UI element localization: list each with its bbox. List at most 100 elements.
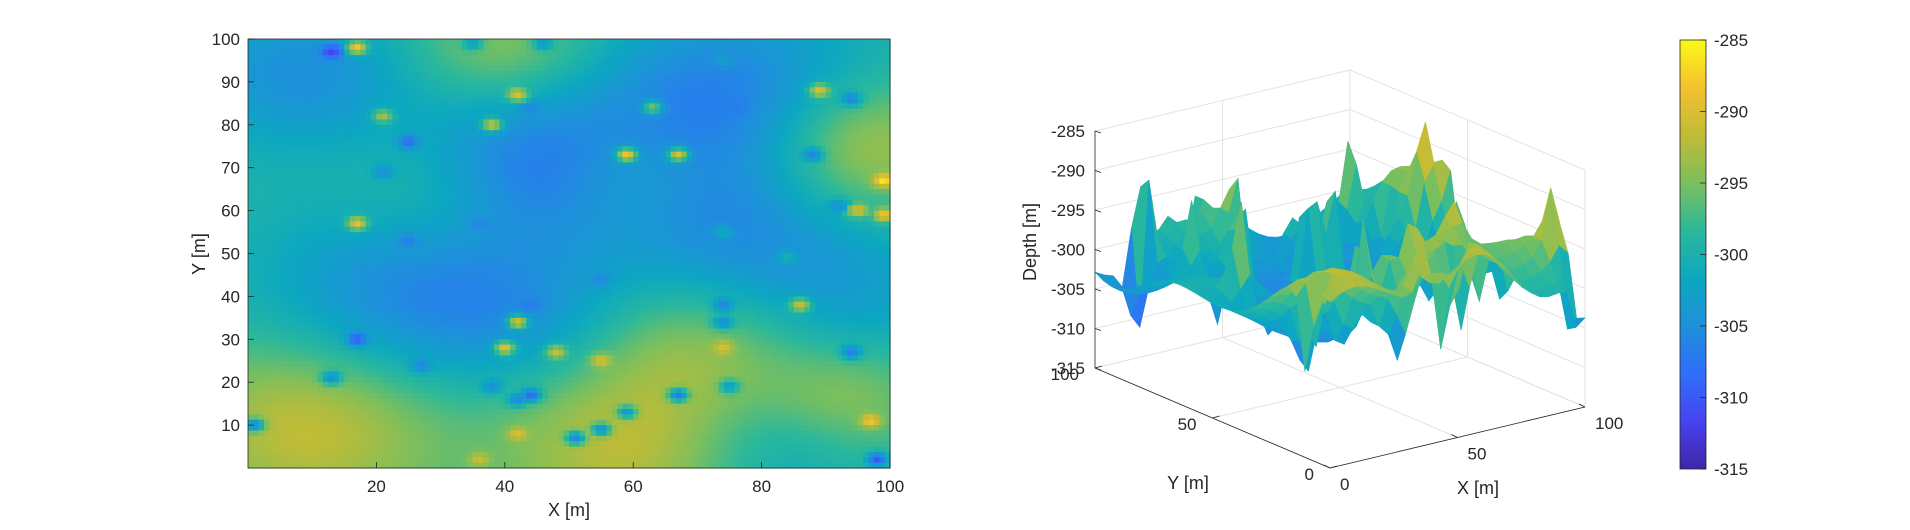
heatmap-cell	[338, 210, 345, 217]
heatmap-cell	[338, 60, 345, 67]
heatmap-cell	[692, 65, 698, 72]
heatmap-cell	[253, 108, 260, 115]
heatmap-cell	[665, 60, 672, 67]
heatmap-cell	[772, 221, 779, 228]
heatmap-cell	[419, 44, 426, 51]
heatmap-cell	[483, 248, 490, 255]
heatmap-cell	[799, 81, 805, 88]
heatmap-cell	[526, 232, 533, 239]
heatmap-cell	[654, 39, 661, 45]
heatmap-cell	[338, 103, 345, 110]
heatmap-cell	[381, 205, 388, 212]
heatmap-cell	[718, 237, 725, 244]
heatmap-cell	[852, 65, 859, 72]
heatmap-cell	[783, 189, 789, 196]
heatmap-cell	[585, 253, 591, 260]
heatmap-cell	[419, 189, 426, 196]
heatmap-cell	[692, 156, 698, 163]
heatmap-cell	[312, 65, 319, 72]
heatmap-cell	[322, 65, 329, 72]
heatmap-cell	[392, 55, 399, 62]
heatmap-cell	[274, 119, 281, 126]
heatmap-cell	[681, 178, 688, 185]
heatmap-cell	[317, 232, 324, 239]
heatmap-cell	[301, 135, 308, 142]
heatmap-cell	[617, 119, 624, 126]
heatmap-cell	[793, 146, 800, 153]
heatmap-cell	[306, 124, 313, 131]
heatmap-cell	[435, 156, 442, 163]
heatmap-cell	[306, 210, 313, 217]
heatmap-cell	[659, 124, 666, 131]
heatmap-cell	[799, 146, 805, 153]
heatmap-cell	[750, 162, 757, 169]
heatmap-cell	[355, 108, 361, 115]
heatmap-cell	[280, 81, 287, 88]
heatmap-cell	[483, 151, 490, 158]
heatmap-cell	[879, 60, 886, 67]
heatmap-cell	[734, 237, 741, 244]
heatmap-cell	[718, 146, 725, 153]
heatmap-cell	[312, 215, 319, 222]
heatmap-cell	[338, 253, 345, 260]
heatmap-cell	[788, 189, 795, 196]
heatmap-cell	[387, 189, 394, 196]
heatmap-cell	[264, 173, 270, 180]
heatmap-cell	[408, 221, 415, 228]
heatmap-cell	[718, 81, 725, 88]
heatmap-cell	[408, 92, 415, 99]
heatmap-cell	[435, 237, 442, 244]
heatmap-cell	[841, 65, 848, 72]
heatmap-cell	[788, 167, 795, 174]
heatmap-cell	[654, 178, 661, 185]
heatmap-cell	[547, 108, 554, 115]
heatmap-cell	[708, 173, 715, 180]
heatmap-cell	[264, 205, 270, 212]
heatmap-cell	[777, 173, 784, 180]
heatmap-cell	[606, 210, 613, 217]
heatmap-cell	[285, 108, 292, 115]
heatmap-cell	[429, 124, 436, 131]
heatmap-cell	[451, 124, 458, 131]
heatmap-cell	[381, 253, 388, 260]
heatmap-cell	[264, 210, 270, 217]
heatmap-cell	[606, 189, 613, 196]
heatmap-cell	[686, 135, 693, 142]
heatmap-cell	[253, 76, 260, 83]
heatmap-cell	[708, 226, 715, 233]
heatmap-cell	[520, 60, 527, 67]
heatmap-cell	[590, 183, 597, 190]
heatmap-cell	[724, 146, 731, 153]
heatmap-cell	[681, 237, 688, 244]
heatmap-cell	[745, 114, 752, 121]
heatmap-cell	[718, 108, 725, 115]
heatmap-cell	[419, 258, 426, 265]
heatmap-cell	[718, 226, 725, 233]
heatmap-cell	[349, 130, 356, 137]
heatmap-cell	[852, 221, 859, 228]
heatmap-cell	[552, 167, 559, 174]
heatmap-cell	[815, 221, 822, 228]
heatmap-cell	[793, 71, 800, 78]
heatmap-cell	[852, 55, 859, 62]
heatmap-cell	[456, 44, 463, 51]
heatmap-cell	[804, 167, 811, 174]
heatmap-cell	[542, 87, 549, 94]
heatmap-cell	[681, 232, 688, 239]
heatmap-cell	[847, 199, 854, 206]
heatmap-cell	[445, 194, 452, 201]
heatmap-cell	[322, 156, 329, 163]
heatmap-cell	[322, 130, 329, 137]
heatmap-cell	[590, 103, 597, 110]
heatmap-cell	[825, 114, 832, 121]
heatmap-cell	[579, 44, 586, 51]
heatmap-cell	[290, 156, 297, 163]
heatmap-cell	[659, 119, 666, 126]
heatmap-cell	[355, 173, 361, 180]
heatmap-cell	[467, 258, 474, 265]
heatmap-cell	[633, 156, 640, 163]
heatmap-cell	[697, 248, 704, 255]
heatmap-cell	[799, 108, 805, 115]
heatmap-cell	[761, 242, 768, 249]
heatmap-cell	[633, 97, 640, 104]
